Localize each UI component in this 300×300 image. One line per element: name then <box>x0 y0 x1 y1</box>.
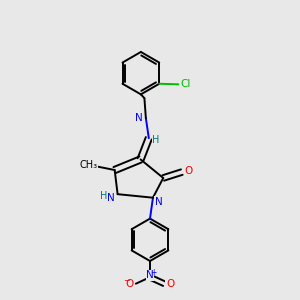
Text: CH₃: CH₃ <box>79 160 97 170</box>
Text: O: O <box>166 279 174 289</box>
Text: O: O <box>184 166 193 176</box>
Text: N: N <box>155 197 163 207</box>
Text: N: N <box>107 193 115 203</box>
Text: Cl: Cl <box>181 79 191 89</box>
Text: H: H <box>100 191 107 201</box>
Text: N: N <box>135 112 143 123</box>
Text: +: + <box>150 268 157 277</box>
Text: −: − <box>124 276 130 285</box>
Text: H: H <box>152 135 160 145</box>
Text: N: N <box>146 270 154 280</box>
Text: O: O <box>126 279 134 289</box>
